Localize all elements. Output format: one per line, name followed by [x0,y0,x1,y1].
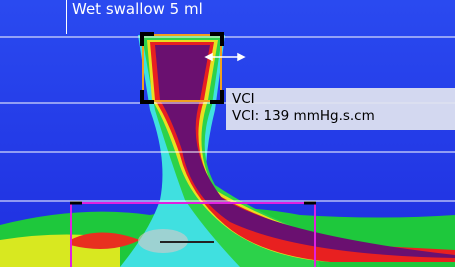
tooltip: VCI VCI: 139 mmHg.s.cm [226,88,455,130]
tooltip-value: VCI: 139 mmHg.s.cm [232,108,455,125]
swallow-title: Wet swallow 5 ml [66,0,455,34]
manometry-view: Wet swallow 5 ml VCI VCI: 139 mmHg.s.cm [0,0,455,267]
tooltip-name: VCI [232,91,455,108]
pressure-topography [0,0,455,267]
